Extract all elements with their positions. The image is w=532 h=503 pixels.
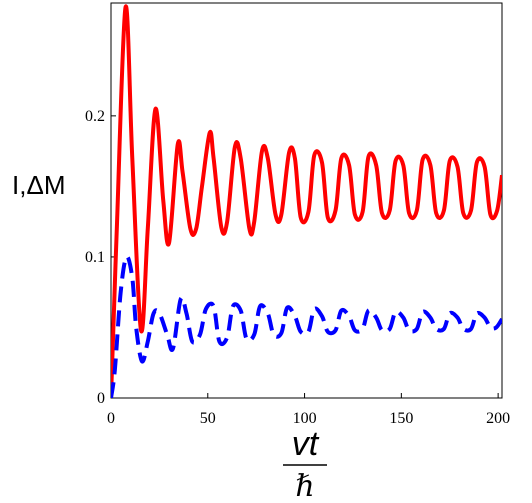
y-axis-label: I,ΔM xyxy=(12,170,65,200)
series-layer xyxy=(111,4,502,398)
x-tick-label: 50 xyxy=(200,410,216,427)
y-tick-label: 0 xyxy=(97,390,105,407)
x-tick-label: 150 xyxy=(389,410,413,427)
y-tick-label: 0.2 xyxy=(85,108,105,125)
x-axis-label-numerator: vt xyxy=(292,425,320,463)
x-tick-label: 0 xyxy=(107,410,115,427)
solid-series-line xyxy=(111,4,502,398)
dashed-series-line xyxy=(111,254,502,398)
plot-frame xyxy=(110,2,503,399)
y-tick-label: 0.1 xyxy=(85,249,105,266)
x-tick-label: 100 xyxy=(293,410,317,427)
x-tick-label: 200 xyxy=(486,410,510,427)
x-axis-label-denominator: ℏ xyxy=(295,470,314,503)
axis-ticks: 0 50 100 150 200 0 0.1 0.2 xyxy=(85,108,510,427)
